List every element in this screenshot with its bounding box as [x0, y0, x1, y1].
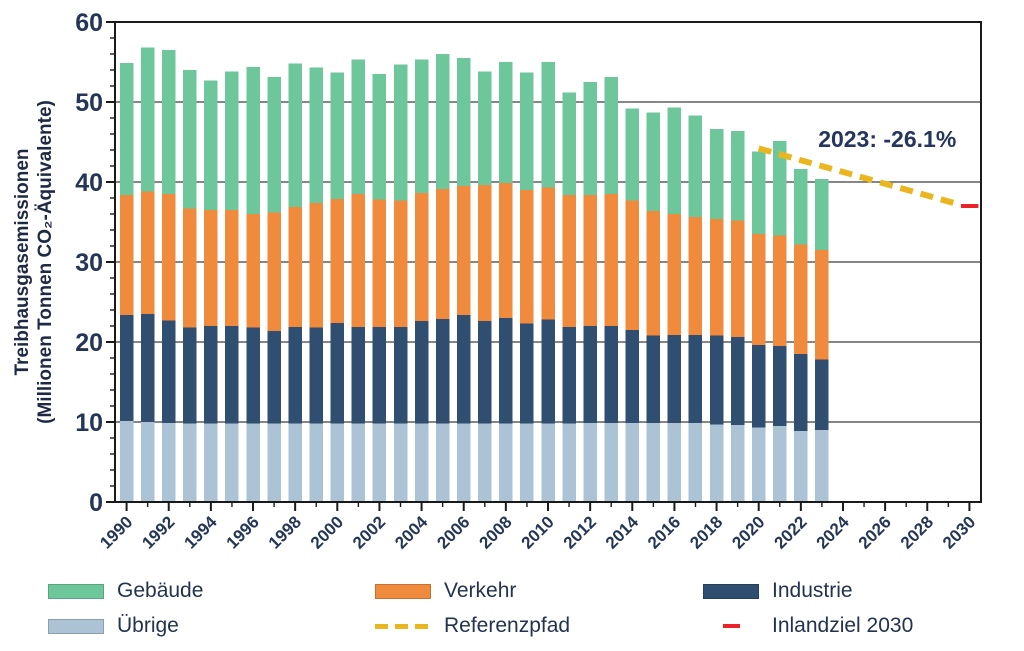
verkehr-swatch	[375, 583, 431, 599]
ytick-60: 60	[75, 9, 103, 37]
xtick-2002: 2002	[349, 512, 389, 552]
bar-2018	[709, 129, 724, 502]
ytick-40: 40	[75, 169, 103, 197]
legend: Gebäude Verkehr Industrie Übrige Referenzpfa…	[48, 579, 998, 638]
bar-1992	[162, 50, 176, 502]
y-axis-title-line1: Treibhausgasemissionen	[12, 148, 33, 376]
bar-2015	[646, 112, 661, 502]
xtick-1990: 1990	[96, 512, 136, 552]
referenzpfad-line	[757, 145, 956, 207]
xtick-1996: 1996	[223, 512, 263, 552]
xtick-2012: 2012	[560, 512, 600, 552]
inlandziel-2030-swatch	[703, 624, 759, 628]
bar-2002	[372, 74, 387, 502]
xtick-1994: 1994	[181, 512, 222, 553]
bar-1999	[309, 67, 323, 502]
y-axis-title: Treibhausgasemissionen (Millionen Tonnen…	[11, 2, 59, 522]
bar-2013	[604, 77, 618, 502]
xtick-1992: 1992	[138, 512, 178, 552]
bar-1996	[246, 66, 260, 502]
annotation-2023: 2023: -26.1%	[818, 126, 956, 152]
legend-item-industrie: Industrie	[703, 579, 998, 603]
legend-item-label: Gebäude	[117, 579, 204, 602]
xtick-2014: 2014	[602, 512, 643, 553]
y-axis-title-line2: (Millionen Tonnen CO₂-Äquivalente)	[35, 100, 56, 424]
bars	[119, 47, 829, 502]
legend-item-gebaeude: Gebäude	[48, 579, 375, 603]
bar-2003	[393, 64, 408, 502]
industrie-swatch	[703, 583, 759, 599]
legend-item-verkehr: Verkehr	[375, 579, 703, 603]
bar-1991	[140, 47, 155, 502]
bar-2005	[435, 54, 450, 502]
bar-2014	[625, 108, 639, 502]
xtick-2016: 2016	[644, 512, 684, 552]
bar-1994	[204, 80, 218, 502]
bar-2016	[667, 107, 682, 502]
legend-item-label: Übrige	[117, 614, 179, 637]
bar-2010	[541, 62, 555, 502]
bar-1993	[183, 70, 197, 502]
legend-item-inlandziel-2030: Inlandziel 2030	[703, 614, 998, 638]
xtick-2006: 2006	[433, 512, 473, 552]
bar-1995	[225, 71, 239, 502]
legend-item-label: Industrie	[772, 579, 853, 602]
uebrige-swatch	[48, 618, 104, 634]
bar-2019	[730, 130, 745, 502]
bar-1997	[267, 77, 281, 502]
bar-2011	[562, 92, 576, 502]
y-axis-ticks: 0 10 20 30 40 50 60	[75, 9, 115, 517]
ytick-50: 50	[75, 89, 103, 117]
bar-1998	[288, 63, 302, 502]
bar-2007	[478, 71, 492, 502]
xtick-2030: 2030	[939, 512, 979, 552]
ytick-10: 10	[75, 409, 103, 437]
legend-item-label: Verkehr	[444, 579, 517, 602]
bar-2001	[351, 59, 366, 502]
xtick-2000: 2000	[307, 512, 347, 552]
bar-2020	[752, 151, 766, 502]
legend-item-uebrige: Übrige	[48, 614, 375, 638]
xtick-2010: 2010	[518, 512, 558, 552]
xtick-2020: 2020	[728, 512, 768, 552]
ytick-20: 20	[75, 329, 103, 357]
xtick-2018: 2018	[686, 512, 726, 552]
bar-2009	[520, 72, 534, 502]
xtick-2022: 2022	[770, 512, 810, 552]
x-axis-ticks: 1990 1992 1994 1996 1998 2000 2002 2004 2006 2008…	[96, 502, 979, 553]
bar-2006	[457, 58, 471, 502]
xtick-1998: 1998	[265, 512, 305, 552]
bar-1990	[119, 62, 134, 502]
ytick-0: 0	[89, 489, 103, 517]
legend-item-label: Inlandziel 2030	[772, 614, 914, 637]
xtick-2026: 2026	[855, 512, 895, 552]
bar-2021	[773, 141, 787, 502]
bar-2008	[499, 62, 513, 502]
xtick-2008: 2008	[476, 512, 516, 552]
bar-2022	[794, 169, 808, 502]
referenzpfad-swatch	[375, 623, 431, 629]
bar-2017	[688, 115, 703, 502]
bar-2023	[815, 178, 829, 502]
xtick-2028: 2028	[897, 512, 937, 552]
gebaeude-swatch	[48, 583, 104, 599]
xtick-2024: 2024	[813, 512, 854, 553]
bar-2004	[414, 59, 429, 502]
ytick-30: 30	[75, 249, 103, 277]
xtick-2004: 2004	[391, 512, 432, 553]
legend-item-referenzpfad: Referenzpfad	[375, 614, 703, 638]
bar-2012	[583, 82, 597, 502]
bar-2000	[330, 72, 344, 502]
legend-item-label: Referenzpfad	[444, 614, 571, 637]
